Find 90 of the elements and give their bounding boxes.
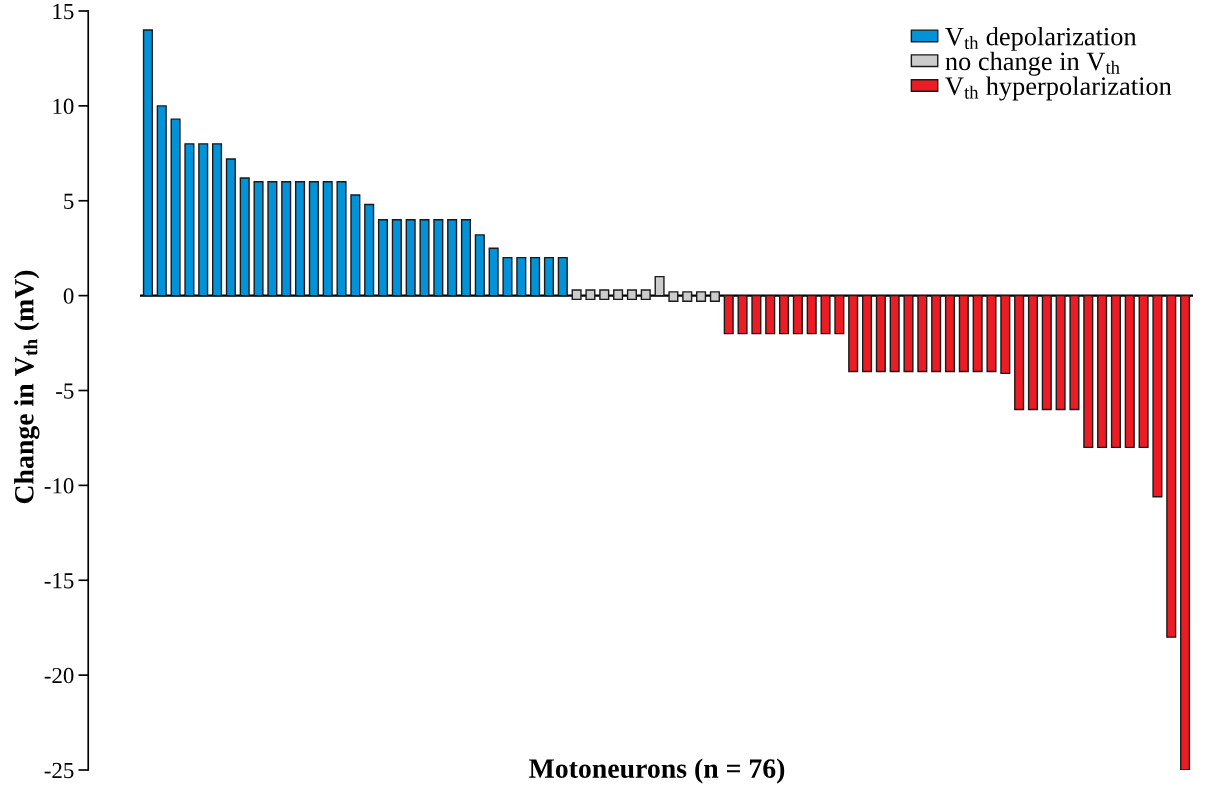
bar [613, 289, 624, 301]
bar [212, 143, 223, 297]
legend-label: V$_{th}$ hyperpolarization [945, 76, 1172, 101]
bar [737, 294, 748, 335]
bar [861, 294, 873, 373]
bar [571, 289, 582, 301]
bar [322, 181, 333, 297]
bar [1041, 294, 1052, 411]
bar [225, 158, 236, 297]
bar [958, 294, 969, 373]
bar [336, 181, 347, 297]
bar [350, 194, 361, 297]
bar [806, 294, 817, 335]
bar [848, 294, 859, 373]
bar [1110, 294, 1121, 449]
y-tick-label: 0 [63, 288, 74, 304]
bar [640, 289, 651, 301]
bar [917, 294, 928, 373]
bar [377, 219, 389, 297]
bar [1055, 294, 1066, 411]
bar [239, 177, 250, 297]
bar [696, 291, 707, 303]
bar [889, 294, 900, 373]
bar [1069, 294, 1080, 411]
bar [405, 219, 416, 297]
legend-label: V$_{th}$ depolarization [945, 26, 1137, 51]
bar [972, 294, 983, 373]
bar [488, 247, 499, 297]
bar [253, 181, 264, 297]
bar [723, 294, 734, 335]
bar [820, 294, 831, 335]
bar [364, 203, 375, 297]
y-tick-label: 5 [64, 193, 74, 209]
bar [474, 234, 485, 297]
bar [419, 219, 430, 297]
bar [433, 219, 444, 297]
bar [944, 294, 956, 373]
y-tick-label: 10 [53, 98, 74, 115]
bar [391, 219, 402, 297]
bar [156, 105, 167, 297]
bar [447, 219, 458, 297]
bar [308, 181, 319, 297]
y-tick-label: -25 [44, 762, 74, 779]
bar [142, 29, 153, 297]
bar [1014, 294, 1025, 411]
bar [281, 181, 292, 297]
bar [170, 118, 181, 297]
bar [709, 291, 720, 303]
bar [198, 143, 209, 297]
bar [986, 294, 997, 373]
bar [1027, 294, 1039, 411]
bar [765, 294, 776, 335]
bar [1180, 294, 1191, 770]
bar [1138, 294, 1149, 449]
bar [267, 181, 278, 297]
bar [599, 289, 610, 301]
y-tick-label: 15 [53, 3, 74, 20]
bar [516, 256, 527, 297]
x-axis-title: Motoneurons (n = 76) [529, 758, 785, 784]
y-tick-label: -5 [56, 383, 74, 399]
bar [751, 294, 762, 335]
bar [875, 294, 886, 373]
y-tick-label: -20 [44, 667, 74, 684]
bar [1083, 294, 1094, 449]
bar [557, 256, 568, 297]
legend-label: no change in V$_{th}$ [945, 51, 1120, 76]
bar [1152, 294, 1163, 498]
y-axis-title: Change in V$_{th}$ (mV) [14, 270, 40, 504]
bar [1124, 294, 1135, 449]
bar [585, 289, 596, 301]
bar [530, 256, 541, 297]
bar [682, 291, 693, 303]
bar [668, 291, 679, 303]
bar [294, 181, 306, 297]
bar [502, 256, 513, 297]
bar [1000, 294, 1011, 375]
bar [626, 289, 637, 301]
bar [654, 275, 665, 297]
y-tick-label: -15 [44, 573, 74, 589]
bar [903, 294, 914, 373]
bar [184, 143, 195, 297]
bar [460, 219, 472, 297]
bar [778, 294, 790, 335]
bar [792, 294, 803, 335]
bar [931, 294, 942, 373]
bar [543, 256, 555, 297]
bar [834, 294, 845, 335]
bar [1166, 294, 1177, 638]
y-tick-label: -10 [44, 478, 74, 494]
bar [1097, 294, 1108, 449]
